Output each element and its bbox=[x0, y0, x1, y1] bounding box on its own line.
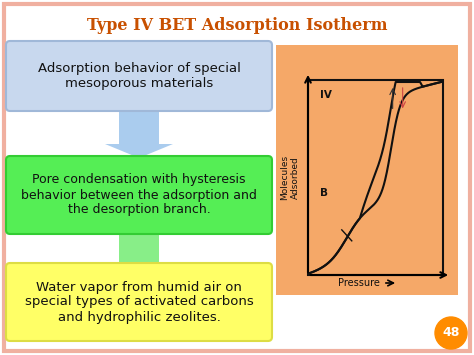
FancyBboxPatch shape bbox=[6, 41, 272, 111]
Text: B: B bbox=[320, 188, 328, 198]
Bar bbox=[276, 45, 458, 295]
Text: Pressure: Pressure bbox=[338, 278, 380, 288]
Text: Pore condensation with hysteresis
behavior between the adsorption and
the desorp: Pore condensation with hysteresis behavi… bbox=[21, 174, 257, 217]
Text: Adsorption behavior of special
mesoporous materials: Adsorption behavior of special mesoporou… bbox=[37, 62, 240, 90]
Circle shape bbox=[435, 317, 467, 349]
Polygon shape bbox=[105, 144, 173, 158]
Polygon shape bbox=[119, 230, 159, 267]
Polygon shape bbox=[119, 107, 159, 144]
Text: 48: 48 bbox=[442, 327, 460, 339]
FancyBboxPatch shape bbox=[6, 156, 272, 234]
Text: Molecules
Adsorbed: Molecules Adsorbed bbox=[280, 155, 300, 200]
FancyBboxPatch shape bbox=[6, 263, 272, 341]
Text: Type IV BET Adsorption Isotherm: Type IV BET Adsorption Isotherm bbox=[87, 16, 387, 33]
Polygon shape bbox=[105, 267, 173, 281]
Text: Water vapor from humid air on
special types of activated carbons
and hydrophilic: Water vapor from humid air on special ty… bbox=[25, 280, 254, 323]
Text: IV: IV bbox=[320, 90, 332, 100]
Bar bbox=[308, 80, 443, 275]
